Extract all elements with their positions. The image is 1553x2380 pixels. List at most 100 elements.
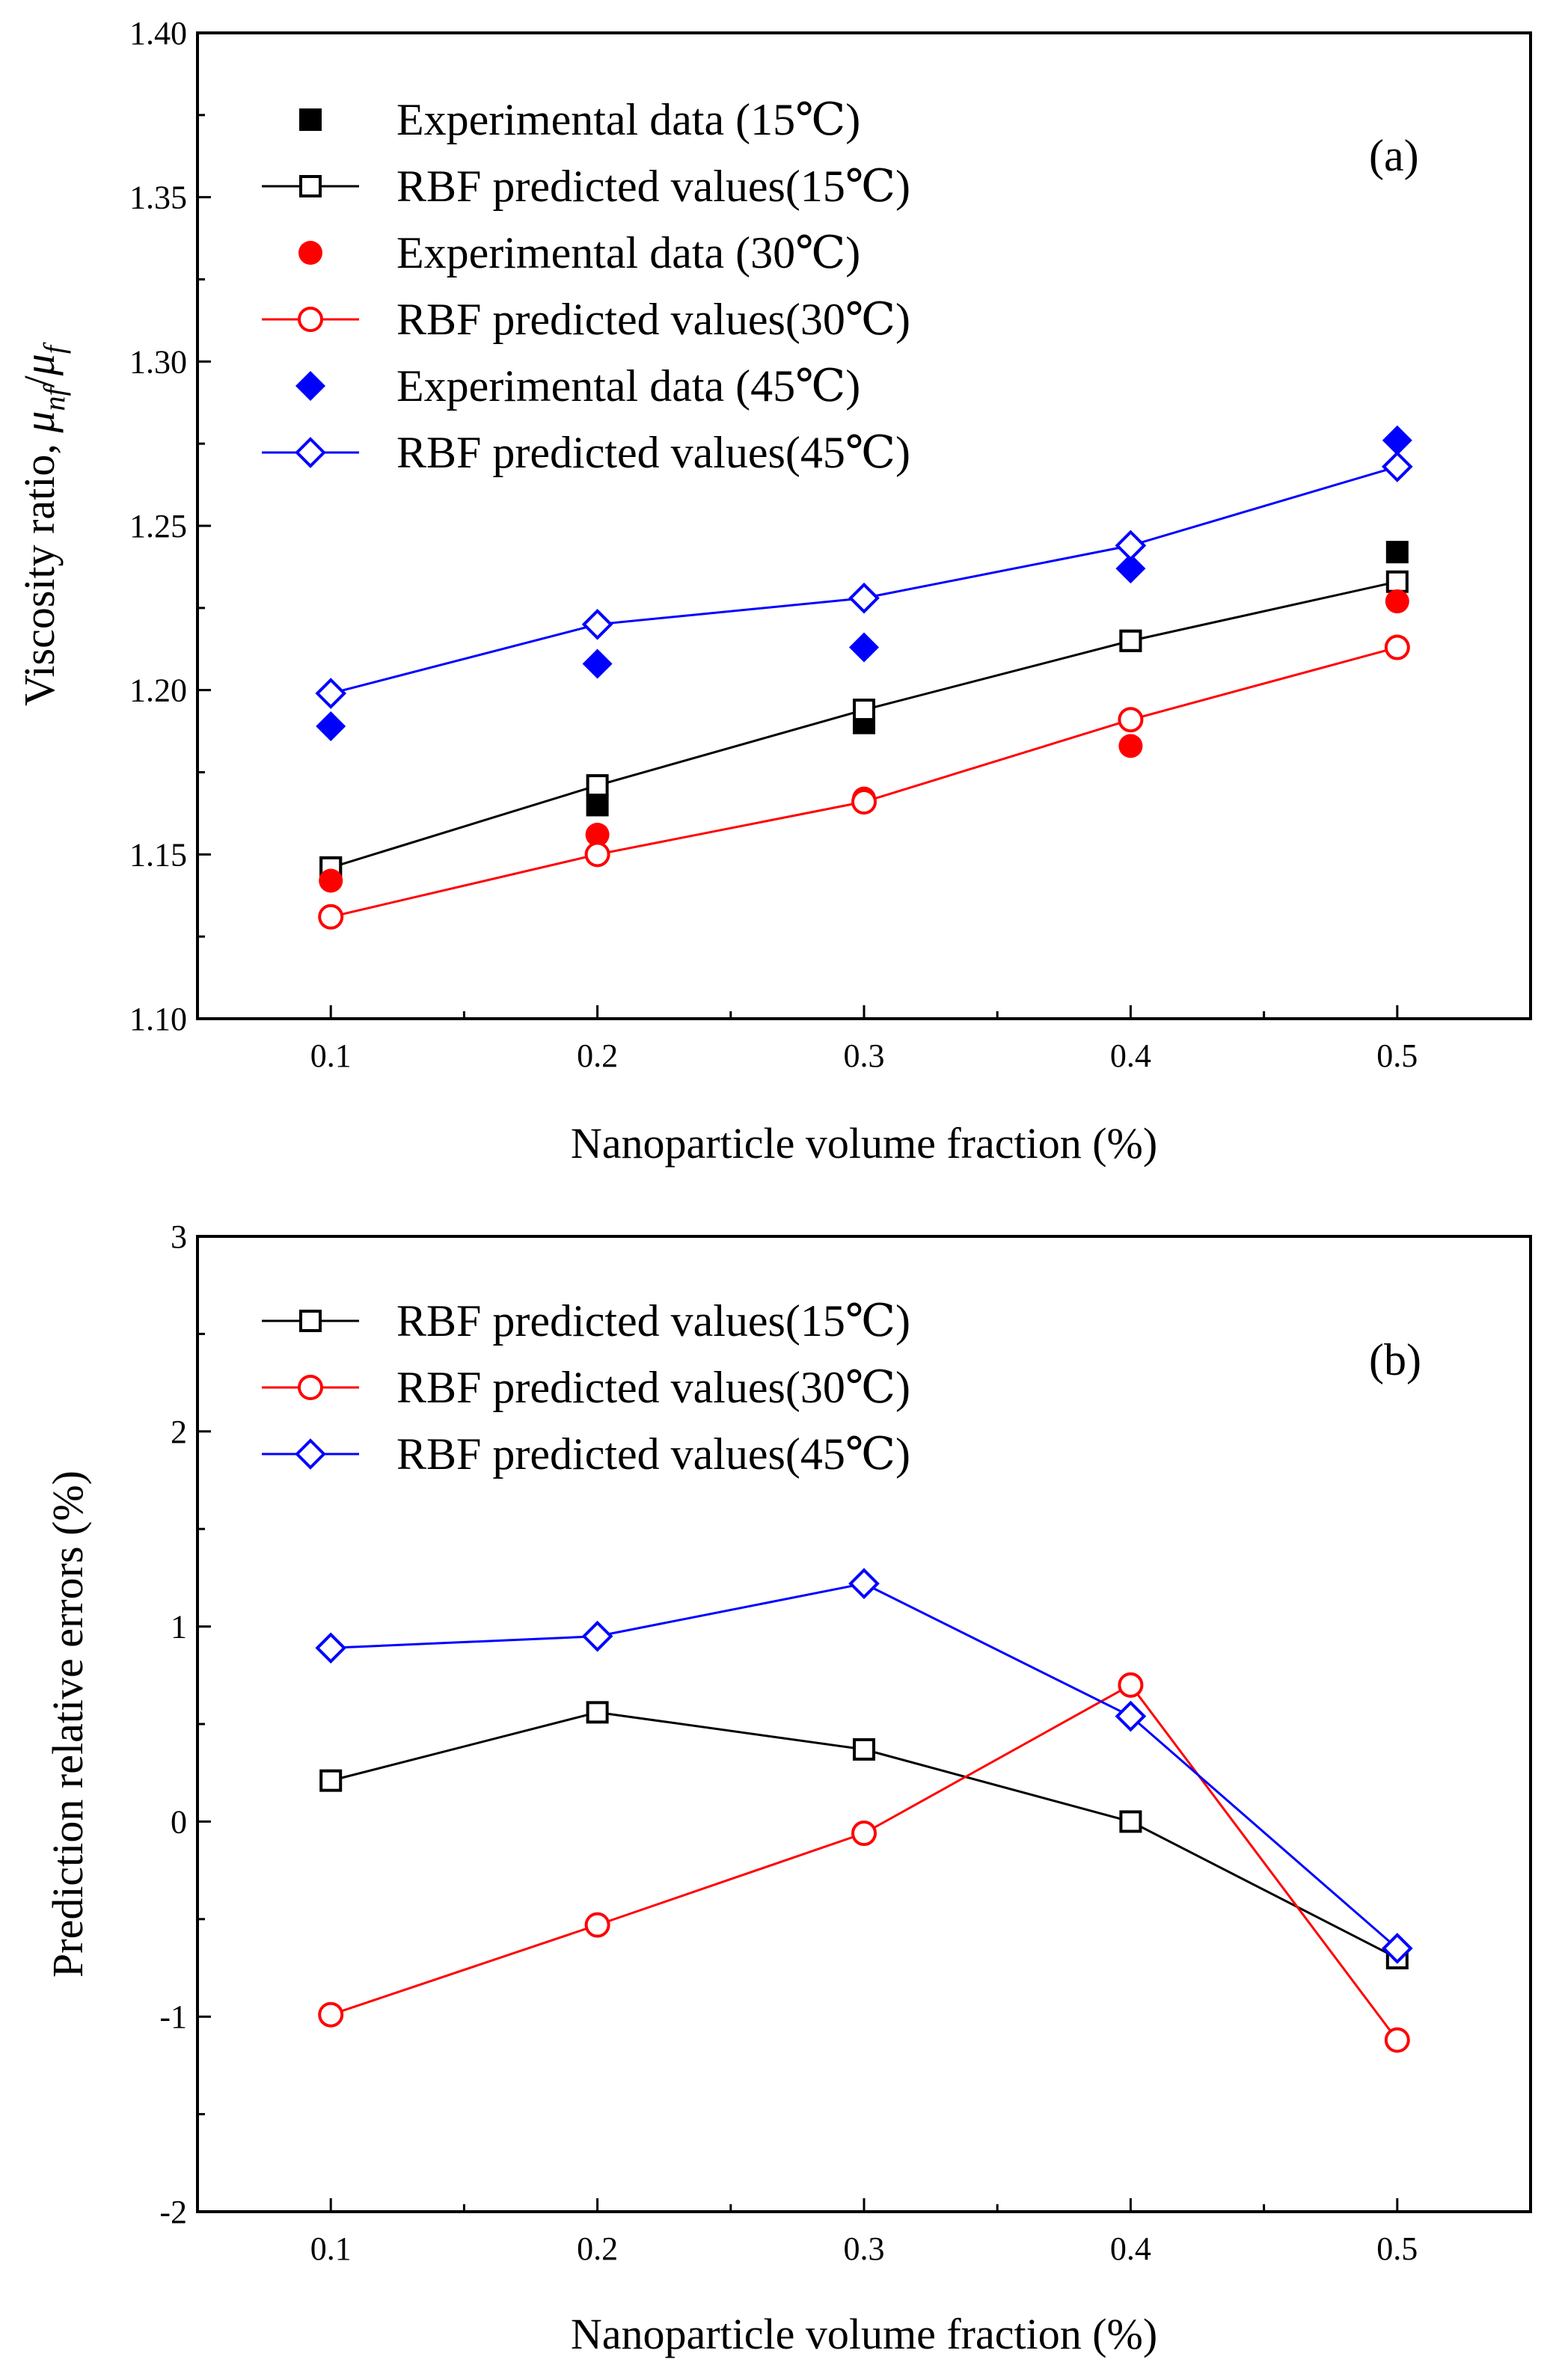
data-point bbox=[581, 608, 613, 640]
x-tick-label: 0.1 bbox=[310, 1037, 352, 1074]
panel-a-viscosity-ratio: 1.101.151.201.251.301.351.40 0.1 0.2 0.3 0.… bbox=[15, 15, 1532, 1168]
y-tick-label: 1.35 bbox=[129, 180, 187, 216]
data-point bbox=[849, 632, 879, 663]
legend-item: Experimental data (45℃) bbox=[295, 361, 860, 411]
legend-label: RBF predicted values(15℃) bbox=[396, 1296, 910, 1346]
panel-a-series bbox=[315, 425, 1413, 930]
legend-marker bbox=[299, 108, 322, 131]
legend-label: RBF predicted values(45℃) bbox=[396, 1429, 910, 1479]
y-tick-label: 1.25 bbox=[129, 508, 187, 545]
y-tick-label: 1.10 bbox=[129, 1001, 187, 1037]
legend-item: Experimental data (30℃) bbox=[298, 228, 860, 277]
y-title-slash: / bbox=[15, 375, 64, 387]
panel-a-y-axis-title: Viscosity ratio, μnf/μf bbox=[15, 342, 71, 706]
data-point bbox=[581, 1620, 613, 1652]
legend-label: Experimental data (30℃) bbox=[396, 228, 860, 277]
x-tick-label: 0.5 bbox=[1376, 1037, 1418, 1074]
panel-b-series-2 bbox=[318, 1672, 1410, 2053]
panel-a-x-axis: 0.1 0.2 0.3 0.4 0.5 bbox=[310, 1005, 1418, 1074]
data-point bbox=[318, 904, 344, 930]
x-tick-label: 0.4 bbox=[1110, 2230, 1151, 2267]
x-tick-label: 0.4 bbox=[1110, 1037, 1151, 1074]
data-point bbox=[1385, 589, 1409, 614]
legend-item: RBF predicted values(30℃) bbox=[262, 1363, 910, 1412]
data-point bbox=[851, 789, 877, 815]
legend-label: RBF predicted values(15℃) bbox=[396, 162, 910, 211]
legend-marker bbox=[295, 1438, 326, 1470]
legend-item: Experimental data (15℃) bbox=[299, 95, 860, 144]
panel-a-series-4 bbox=[318, 634, 1410, 930]
legend-item: RBF predicted values(45℃) bbox=[262, 428, 910, 477]
legend-marker bbox=[298, 241, 322, 265]
y-tick-label: 1.30 bbox=[129, 343, 187, 380]
panel-b-y-axis: -2 -1 0 1 2 3 bbox=[159, 1218, 211, 2230]
panel-a-series-2 bbox=[319, 570, 1409, 879]
data-point bbox=[586, 794, 609, 817]
legend-marker bbox=[299, 175, 322, 197]
data-point bbox=[1118, 734, 1143, 758]
data-point bbox=[585, 822, 610, 847]
data-point bbox=[319, 1769, 343, 1792]
panel-b-x-axis: 0.1 0.2 0.3 0.4 0.5 bbox=[310, 2198, 1418, 2267]
panel-a-series-5 bbox=[316, 425, 1412, 741]
y-tick-label: -1 bbox=[159, 1999, 187, 2035]
legend-item: RBF predicted values(15℃) bbox=[262, 1296, 910, 1346]
y-tick-label: 1.20 bbox=[129, 672, 187, 709]
legend-label: Experimental data (15℃) bbox=[396, 95, 860, 144]
panel-a-x-axis-title: Nanoparticle volume fraction (%) bbox=[571, 1119, 1157, 1168]
data-point bbox=[1384, 2027, 1410, 2053]
panel-b-tag: (b) bbox=[1369, 1335, 1421, 1384]
data-point bbox=[315, 678, 347, 709]
panel-b-x-axis-title: Nanoparticle volume fraction (%) bbox=[571, 2310, 1157, 2358]
y-tick-label: 1 bbox=[171, 1609, 187, 1646]
data-point bbox=[584, 841, 610, 868]
data-point bbox=[1119, 1810, 1142, 1833]
data-point bbox=[584, 1912, 610, 1938]
data-point bbox=[586, 774, 609, 797]
legend-marker bbox=[298, 307, 323, 332]
data-point bbox=[316, 711, 346, 741]
x-tick-label: 0.3 bbox=[844, 1037, 885, 1074]
panel-b-legend: RBF predicted values(15℃) RBF predicted v… bbox=[262, 1296, 910, 1479]
data-point bbox=[1118, 707, 1144, 733]
legend-item: RBF predicted values(30℃) bbox=[262, 295, 910, 344]
legend-item: RBF predicted values(15℃) bbox=[262, 162, 910, 211]
data-point bbox=[319, 868, 343, 893]
y-tick-label: 2 bbox=[171, 1414, 187, 1450]
data-point bbox=[582, 648, 613, 679]
data-point bbox=[1382, 425, 1412, 456]
panel-b-prediction-errors: -2 -1 0 1 2 3 0.1 0.2 0.3 0.4 0.5 RBF predicted v… bbox=[43, 1218, 1532, 2358]
data-point bbox=[1115, 530, 1147, 562]
legend-item: RBF predicted values(45℃) bbox=[262, 1429, 910, 1479]
legend-marker bbox=[299, 1310, 322, 1332]
legend-label: RBF predicted values(30℃) bbox=[396, 1363, 910, 1412]
data-point bbox=[1118, 1672, 1144, 1698]
x-tick-label: 0.5 bbox=[1376, 2230, 1418, 2267]
legend-marker bbox=[295, 437, 326, 468]
data-point bbox=[1381, 451, 1413, 482]
data-point bbox=[1115, 1700, 1147, 1732]
data-point bbox=[315, 1632, 347, 1664]
panel-b-series bbox=[315, 1568, 1413, 2053]
y-tick-label: 0 bbox=[171, 1803, 187, 1840]
data-point bbox=[1385, 541, 1409, 564]
data-point bbox=[1381, 1933, 1413, 1964]
data-point bbox=[853, 699, 875, 722]
y-tick-label: -2 bbox=[159, 2194, 187, 2230]
data-point bbox=[1119, 629, 1142, 652]
panel-a-tag: (a) bbox=[1369, 131, 1419, 180]
y-title-mu-2: μ bbox=[15, 354, 64, 376]
x-tick-label: 0.2 bbox=[577, 1037, 618, 1074]
y-title-sub-nf: nf bbox=[37, 384, 71, 411]
data-point bbox=[853, 1738, 875, 1761]
panel-a-series-6 bbox=[315, 451, 1413, 709]
data-point bbox=[1385, 570, 1409, 593]
panel-b-y-axis-title: Prediction relative errors (%) bbox=[43, 1470, 92, 1978]
panel-a-legend: Experimental data (15℃) RBF predicted val… bbox=[262, 95, 910, 477]
data-point bbox=[318, 2002, 344, 2028]
data-point bbox=[851, 1821, 877, 1847]
x-tick-label: 0.1 bbox=[310, 2230, 352, 2267]
panel-b-series-1 bbox=[319, 1701, 1409, 1969]
